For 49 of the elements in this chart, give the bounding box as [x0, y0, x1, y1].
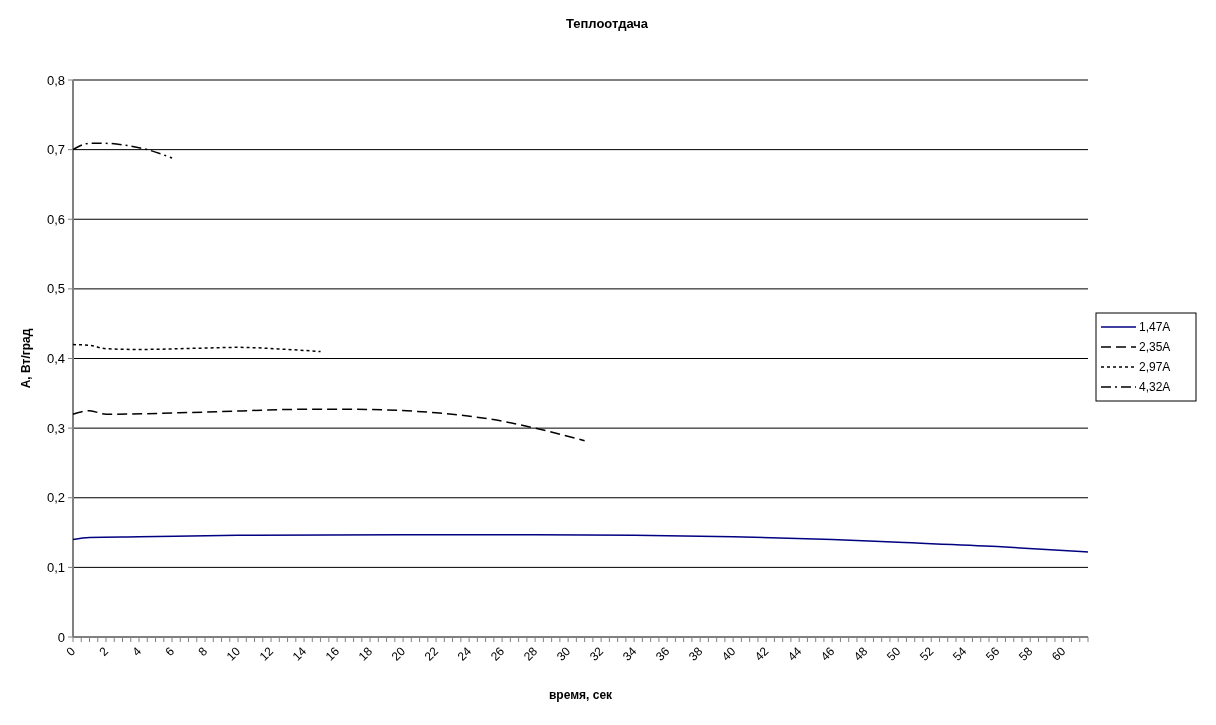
- x-axis-title: время, сек: [548, 688, 614, 702]
- y-tick-label: 0,1: [46, 559, 65, 575]
- x-tick-label: 0: [63, 643, 79, 659]
- line-series: [72, 533, 1089, 553]
- legend-label: 1,47A: [1139, 320, 1171, 335]
- x-tick-label: 14: [289, 643, 310, 664]
- x-tick-label: 60: [1048, 643, 1069, 664]
- legend-label: 2,97A: [1139, 360, 1171, 375]
- y-tick-label: 0,7: [46, 142, 65, 158]
- y-axis-title: А, Вт/град: [19, 328, 33, 389]
- x-tick-label: 16: [322, 643, 343, 664]
- x-tick-label: 58: [1015, 643, 1036, 664]
- x-tick-label: 4: [129, 643, 145, 659]
- x-tick-label: 32: [586, 643, 607, 664]
- x-tick-label: 8: [195, 643, 211, 659]
- x-tick-label: 10: [223, 643, 244, 664]
- x-tick-label: 30: [553, 643, 574, 664]
- x-tick-label: 54: [949, 643, 970, 664]
- x-tick-label: 28: [520, 643, 541, 664]
- x-tick-label: 26: [487, 643, 508, 664]
- x-tick-label: 50: [883, 643, 904, 664]
- y-tick-label: 0,3: [46, 420, 65, 436]
- x-tick-label: 38: [685, 643, 706, 664]
- x-tick-label: 52: [916, 643, 937, 664]
- x-tick-label: 22: [421, 643, 442, 664]
- y-tick-label: 0,8: [46, 72, 65, 88]
- legend-label: 4,32A: [1139, 380, 1171, 395]
- line-series: [72, 343, 322, 353]
- x-tick-label: 56: [982, 643, 1003, 664]
- y-tick-label: 0,2: [46, 490, 65, 506]
- x-tick-label: 2: [96, 643, 112, 659]
- chart-title: Теплоотдача: [565, 16, 649, 31]
- x-tick-label: 34: [619, 643, 640, 664]
- x-tick-label: 12: [256, 643, 277, 664]
- x-tick-label: 48: [850, 643, 871, 664]
- y-tick-label: 0,4: [46, 351, 65, 367]
- y-tick-label: 0,5: [46, 281, 65, 297]
- legend-label: 2,35A: [1139, 340, 1171, 355]
- x-tick-label: 40: [718, 643, 739, 664]
- x-tick-label: 36: [652, 643, 673, 664]
- x-tick-label: 46: [817, 643, 838, 664]
- x-tick-label: 6: [162, 643, 178, 659]
- x-tick-label: 44: [784, 643, 805, 664]
- x-tick-label: 42: [751, 643, 772, 664]
- x-tick-label: 24: [454, 643, 475, 664]
- x-tick-label: 18: [355, 643, 376, 664]
- x-tick-label: 20: [388, 643, 409, 664]
- y-tick-label: 0,6: [46, 211, 65, 227]
- y-tick-label: 0: [57, 629, 65, 645]
